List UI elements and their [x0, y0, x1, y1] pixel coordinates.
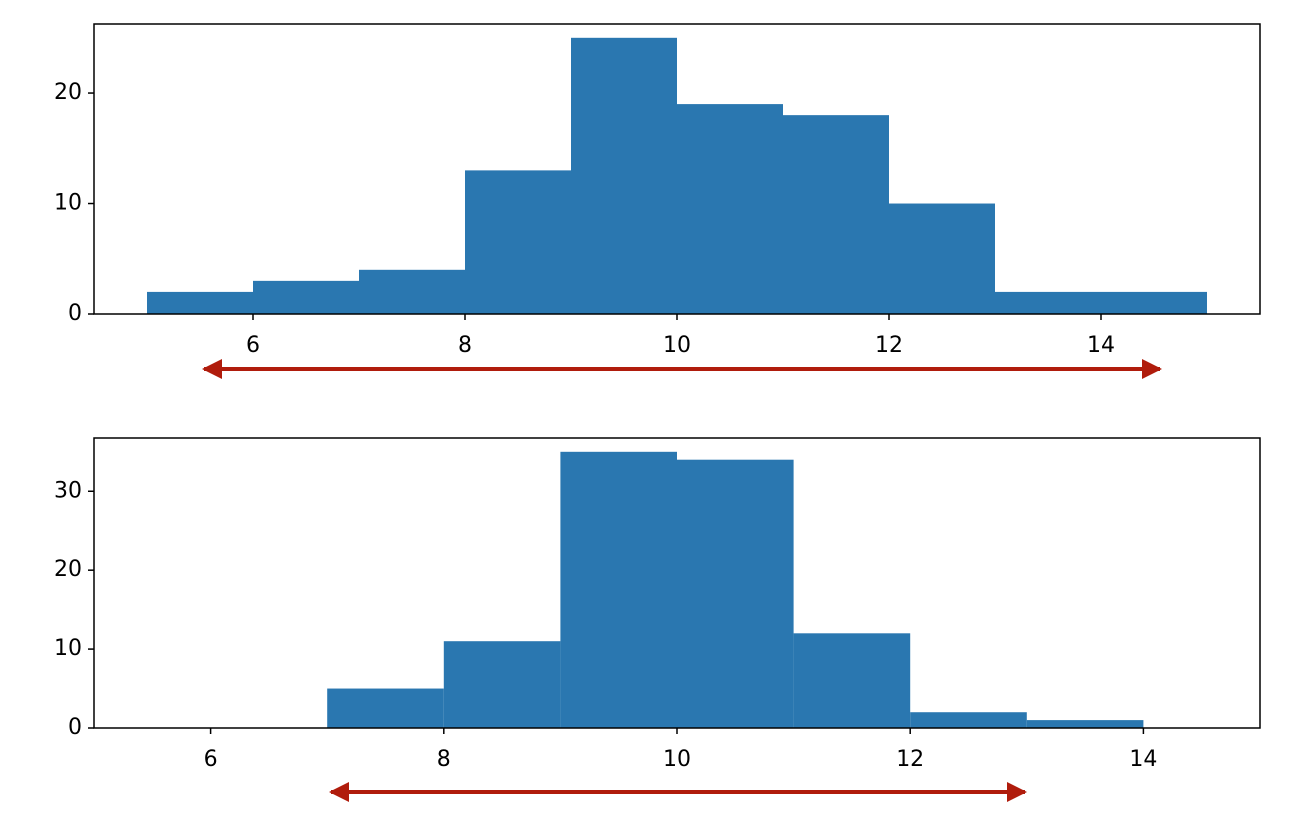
x-tick-label: 12: [896, 747, 924, 772]
y-tick-label: 10: [54, 191, 82, 216]
bar: [359, 269, 465, 314]
bar: [677, 459, 794, 728]
bar: [1101, 291, 1207, 314]
bar: [783, 115, 889, 315]
y-tick-label: 30: [54, 478, 82, 503]
x-tick-label: 6: [204, 747, 218, 772]
x-tick-label: 14: [1129, 747, 1157, 772]
y-tick-label: 20: [54, 557, 82, 582]
bar: [147, 291, 253, 314]
bar: [889, 203, 995, 314]
bar: [443, 641, 561, 728]
x-tick-label: 14: [1087, 333, 1115, 358]
y-tick-label: 0: [68, 301, 82, 326]
bar: [910, 712, 1027, 728]
bar: [560, 451, 677, 728]
y-tick-label: 0: [68, 715, 82, 740]
bar: [1026, 720, 1144, 728]
x-tick-label: 12: [875, 333, 903, 358]
x-tick-label: 10: [663, 747, 691, 772]
x-tick-label: 8: [437, 747, 451, 772]
bar: [793, 633, 911, 728]
y-tick-label: 20: [54, 80, 82, 105]
bar: [677, 104, 783, 314]
x-tick-label: 6: [246, 333, 260, 358]
bar: [995, 291, 1101, 314]
x-tick-label: 8: [458, 333, 472, 358]
bar: [571, 37, 677, 315]
bar: [327, 688, 444, 728]
y-tick-label: 10: [54, 636, 82, 661]
bar: [253, 280, 359, 314]
bar: [465, 170, 571, 314]
x-tick-label: 10: [663, 333, 691, 358]
